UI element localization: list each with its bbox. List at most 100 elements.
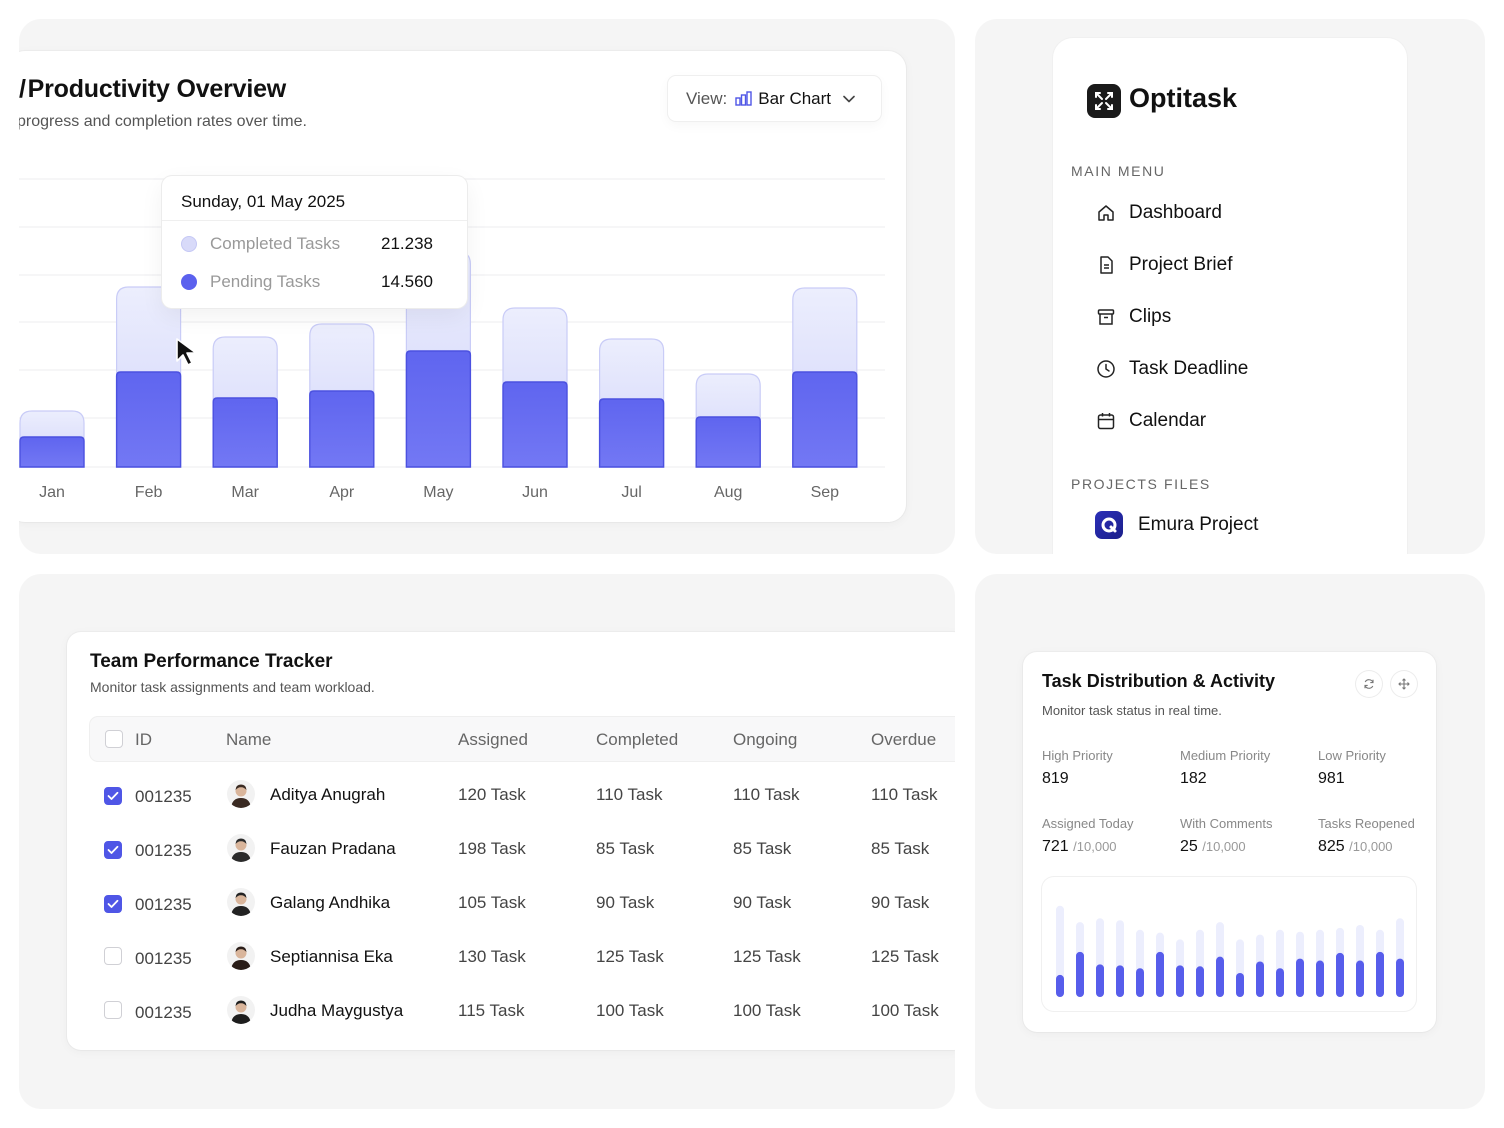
row-checkbox[interactable]: [104, 947, 122, 965]
select-all-checkbox[interactable]: [105, 730, 123, 748]
legend-dot-completed: [181, 236, 197, 252]
cursor-arrow-icon: [176, 338, 197, 366]
stat-block: Assigned Today 721 /10,000: [1042, 816, 1134, 856]
move-button[interactable]: [1391, 671, 1417, 697]
column-header-assigned[interactable]: Assigned: [458, 730, 528, 749]
stat-label: With Comments: [1180, 816, 1273, 831]
sidebar-item-calendar[interactable]: Calendar: [1095, 410, 1206, 432]
cell-overdue: 85 Task: [871, 839, 930, 858]
stat-block: Medium Priority 182: [1180, 748, 1270, 788]
activity-bar-front: [1056, 974, 1064, 997]
x-tick-label: Sep: [811, 484, 840, 501]
bar-pending-feb[interactable]: [115, 371, 182, 468]
sidebar-item-project-brief[interactable]: Project Brief: [1095, 254, 1232, 276]
stat-value-line: 25 /10,000: [1180, 838, 1272, 856]
cell-overdue: 125 Task: [871, 947, 939, 966]
x-tick-label: Mar: [231, 484, 259, 501]
chart-tooltip: Sunday, 01 May 2025 Completed Tasks 21.2…: [162, 176, 467, 308]
stat-block: With Comments 25 /10,000: [1180, 816, 1272, 856]
distribution-title: Task Distribution & Activity: [1042, 671, 1276, 691]
activity-bar-front: [1196, 966, 1204, 997]
sidebar-item-dashboard[interactable]: Dashboard: [1095, 202, 1222, 224]
cell-overdue: 90 Task: [871, 893, 930, 912]
check-icon: [107, 899, 119, 908]
x-tick-label: Apr: [329, 484, 355, 501]
table-row[interactable]: 001235 Judha Maygustya 115 Task 100 Task…: [90, 986, 955, 1040]
bar-pending-jul[interactable]: [598, 398, 665, 468]
sidebar-item-clips[interactable]: Clips: [1095, 306, 1171, 328]
bar-pending-may[interactable]: [405, 350, 472, 468]
archive-icon: [1095, 306, 1117, 328]
cell-id: 001235: [135, 1003, 192, 1022]
cell-ongoing: 85 Task: [733, 839, 792, 858]
table-row[interactable]: 001235 Aditya Anugrah 120 Task 110 Task …: [90, 770, 955, 824]
bar-pending-sep[interactable]: [792, 371, 858, 468]
table-row[interactable]: 001235 Septiannisa Eka 130 Task 125 Task…: [90, 932, 955, 986]
brand-name: Optitask: [1129, 83, 1238, 113]
project-item-emura[interactable]: Emura Project: [1095, 511, 1258, 539]
view-dropdown[interactable]: View: Bar Chart: [668, 76, 881, 121]
team-card: [67, 632, 955, 1050]
bar-pending-apr[interactable]: [309, 390, 375, 468]
stat-block: Tasks Reopened 825 /10,000: [1318, 816, 1415, 856]
stat-value: 182: [1180, 770, 1207, 787]
table-row[interactable]: 001235 Fauzan Pradana 198 Task 85 Task 8…: [90, 824, 955, 878]
chevron-down-icon: [843, 95, 855, 103]
sidebar-item-label: Dashboard: [1129, 202, 1222, 223]
bar-pending-jan[interactable]: [19, 436, 85, 468]
distribution-panel: Task Distribution & Activity Monitor tas…: [975, 574, 1485, 1109]
column-header-completed[interactable]: Completed: [596, 730, 679, 749]
cell-completed: 85 Task: [596, 839, 655, 858]
activity-bar-front: [1276, 968, 1284, 997]
row-checkbox[interactable]: [104, 895, 122, 913]
cell-name: Galang Andhika: [270, 893, 391, 912]
cell-name: Septiannisa Eka: [270, 947, 393, 966]
tooltip-date: Sunday, 01 May 2025: [181, 192, 346, 211]
bar-pending-mar[interactable]: [212, 397, 278, 468]
cell-id: 001235: [135, 787, 192, 806]
sidebar-item-task-deadline[interactable]: Task Deadline: [1095, 358, 1248, 380]
team-panel: Team Performance Tracker Monitor task as…: [19, 574, 955, 1109]
x-tick-label: Aug: [714, 484, 742, 501]
avatar: [227, 942, 255, 970]
project-logo-icon: [1095, 511, 1123, 539]
row-checkbox[interactable]: [104, 841, 122, 859]
column-header-name[interactable]: Name: [226, 730, 272, 749]
cell-assigned: 115 Task: [458, 1001, 525, 1020]
bar-pending-aug[interactable]: [695, 416, 761, 468]
x-tick-label: Jan: [39, 484, 65, 501]
check-icon: [107, 791, 119, 800]
row-checkbox[interactable]: [104, 1001, 122, 1019]
productivity-subtitle: progress and completion rates over time.: [19, 113, 307, 130]
cell-assigned: 120 Task: [458, 785, 526, 804]
stat-label: High Priority: [1042, 748, 1113, 763]
column-header-overdue[interactable]: Overdue: [871, 730, 937, 749]
activity-bar-front: [1076, 951, 1084, 997]
table-row[interactable]: 001235 Galang Andhika 105 Task 90 Task 9…: [90, 878, 955, 932]
column-header-ongoing[interactable]: Ongoing: [733, 730, 798, 749]
stat-value-line: 182: [1180, 770, 1270, 788]
tooltip-value: 21.238: [381, 234, 433, 253]
activity-bar-front: [1376, 951, 1384, 997]
stat-value: 25: [1180, 838, 1198, 855]
x-tick-label: Feb: [135, 484, 163, 501]
cell-name: Judha Maygustya: [270, 1001, 404, 1020]
productivity-panel: Jan Feb Mar Apr May Jun Jul Aug Sep / Productivi…: [19, 19, 955, 554]
stat-label: Low Priority: [1318, 748, 1386, 763]
stat-total: /10,000: [1202, 839, 1246, 854]
activity-bar-front: [1216, 956, 1224, 997]
row-checkbox[interactable]: [104, 787, 122, 805]
activity-bar-back: [1056, 905, 1064, 997]
stat-value-line: 981: [1318, 770, 1386, 788]
tooltip-divider: [162, 220, 467, 221]
cell-completed: 125 Task: [596, 947, 664, 966]
distribution-subtitle: Monitor task status in real time.: [1042, 703, 1222, 718]
bar-pending-jun[interactable]: [502, 381, 568, 468]
sidebar-item-label: Task Deadline: [1129, 358, 1249, 379]
avatar: [227, 888, 255, 916]
calendar-icon: [1095, 410, 1117, 432]
refresh-button[interactable]: [1356, 671, 1382, 697]
column-header-id[interactable]: ID: [135, 730, 152, 749]
activity-bar-front: [1316, 960, 1324, 997]
activity-bar-front: [1096, 964, 1104, 997]
